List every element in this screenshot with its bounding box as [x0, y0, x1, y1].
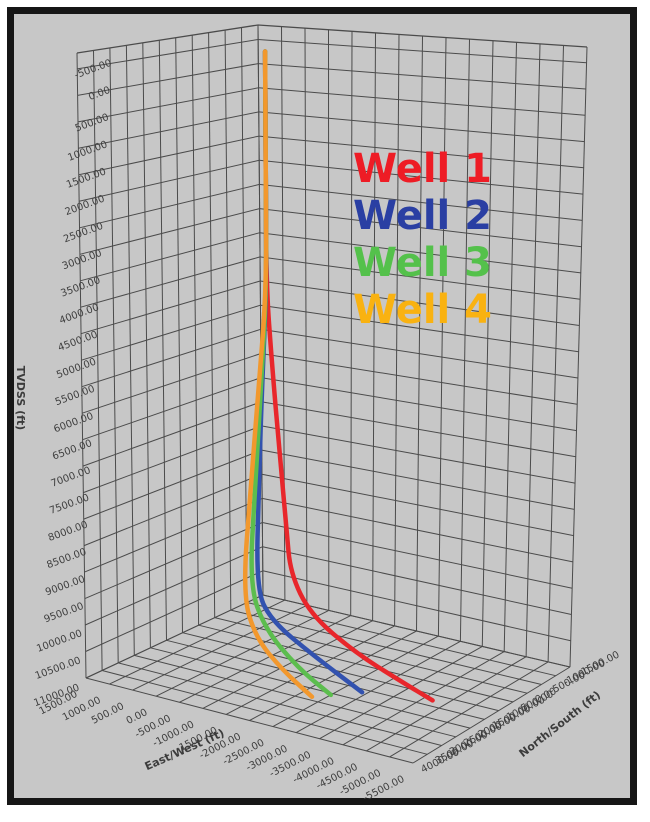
legend-item-well-3: Well 3: [353, 240, 493, 286]
legend-item-well-1: Well 1: [353, 146, 493, 192]
plot-frame: [7, 7, 637, 805]
legend: Well 1 Well 2 Well 3 Well 4: [353, 146, 492, 334]
legend-item-well-4: Well 4: [353, 287, 493, 333]
legend-item-well-2: Well 2: [353, 193, 493, 239]
